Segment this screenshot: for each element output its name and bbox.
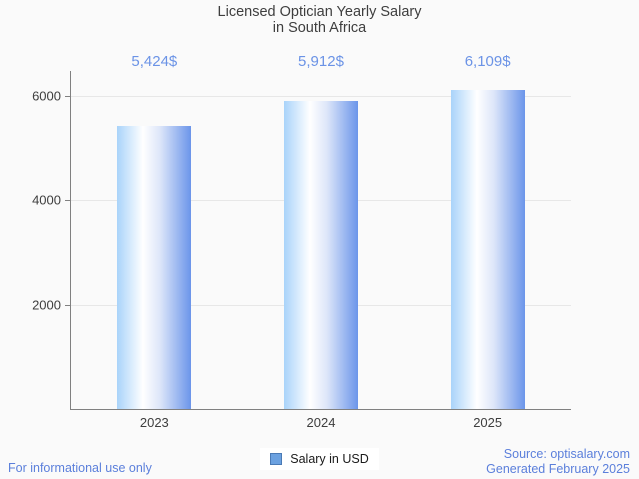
y-axis-label-4000: 4000 xyxy=(32,192,61,208)
y-axis-tick-4000 xyxy=(65,200,71,202)
value-label-2024: 5,912$ xyxy=(298,53,344,70)
y-axis-label-6000: 6000 xyxy=(32,88,61,104)
bar-2023 xyxy=(117,126,192,409)
bar-2025 xyxy=(450,90,525,409)
plot-area: 2000 4000 6000 5,424$ 2023 5,912$ 2024 6,109$ 20… xyxy=(32,53,571,430)
legend: Salary in USD xyxy=(0,448,639,470)
chart-title-line1: Licensed Optician Yearly Salary xyxy=(217,4,422,20)
chart-title: Licensed Optician Yearly Salary in South… xyxy=(0,4,639,36)
x-axis-label-2025: 2025 xyxy=(473,415,503,430)
y-axis-tick-6000 xyxy=(65,96,71,98)
source-text: Source: optisalary.com xyxy=(503,447,630,461)
gridline-6000 xyxy=(71,96,571,98)
generated-text: Generated February 2025 xyxy=(486,462,630,477)
value-label-2023: 5,424$ xyxy=(131,53,178,70)
legend-item: Salary in USD xyxy=(260,448,379,470)
x-axis-label-2024: 2024 xyxy=(306,415,336,430)
legend-label: Salary in USD xyxy=(290,452,369,466)
chart-title-line2: in South Africa xyxy=(272,20,367,37)
bar-2024 xyxy=(284,100,358,409)
y-axis-tick-2000 xyxy=(65,304,71,306)
disclaimer-text: For informational use only xyxy=(8,461,152,475)
value-label-2025: 6,109$ xyxy=(464,53,511,70)
x-axis-label-2023: 2023 xyxy=(139,415,169,430)
source-block: Source: optisalary.com Generated Februar… xyxy=(486,447,630,478)
legend-swatch-icon xyxy=(270,453,283,465)
y-axis-label-2000: 2000 xyxy=(32,297,61,313)
